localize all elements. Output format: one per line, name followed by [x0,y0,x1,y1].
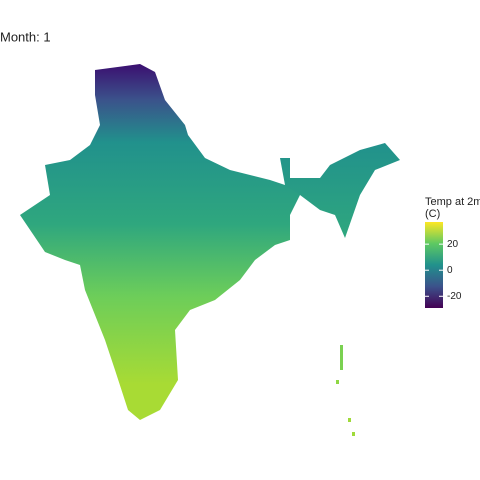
island [340,345,343,370]
legend-title: Temp at 2m [425,196,480,208]
colorbar-label: 0 [447,265,453,276]
temperature-map [20,64,400,436]
island [336,380,339,384]
island [348,418,351,422]
island [352,432,355,436]
legend-title: (C) [425,208,440,220]
colorbar [425,222,443,308]
northeast-region [280,143,400,238]
colorbar-label: -20 [447,291,462,302]
colorbar-label: 20 [447,239,459,250]
mainland [20,64,300,420]
legend: Temp at 2m (C) -20 0 20 [425,196,480,308]
map-title: Month: 1 [0,29,51,44]
